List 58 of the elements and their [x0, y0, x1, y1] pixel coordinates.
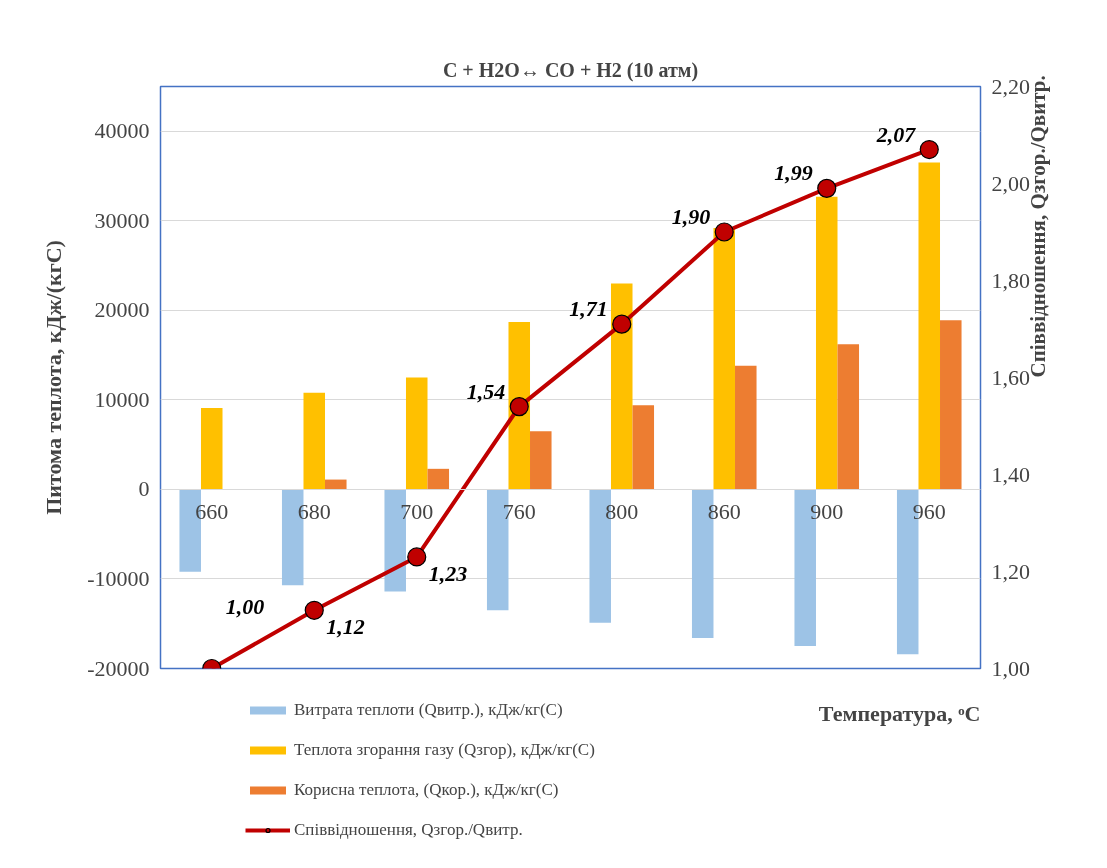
x-tick-label: 680 — [297, 499, 331, 525]
bar — [918, 162, 941, 490]
bar — [940, 320, 962, 490]
y2-tick-label: 1,20 — [991, 558, 1030, 584]
x-tick-label: 900 — [810, 499, 844, 525]
bar — [427, 468, 450, 490]
bar — [837, 344, 860, 490]
data-label: 1,90 — [671, 204, 711, 229]
point — [407, 547, 427, 567]
point — [817, 178, 837, 198]
point — [612, 314, 632, 334]
y2-tick-label: 1,00 — [991, 655, 1030, 681]
y-tick-label: 20000 — [94, 297, 150, 323]
x-tick-label: 800 — [605, 499, 639, 525]
bar — [713, 227, 736, 490]
bar — [325, 479, 347, 490]
bar — [303, 392, 326, 490]
y-tick-label: -10000 — [87, 565, 150, 591]
bar — [610, 283, 633, 490]
legend-label: Теплота згорання газу (Qзгор), кДж/кг(С) — [294, 740, 595, 760]
y-tick-label: 0 — [138, 476, 150, 502]
data-label: 1,00 — [225, 593, 265, 619]
x-tick-label: 960 — [912, 499, 946, 525]
bar — [405, 377, 428, 490]
y-tick-label: 40000 — [94, 118, 150, 144]
bar — [815, 196, 838, 490]
bar — [508, 321, 531, 490]
data-label: 1,23 — [428, 560, 468, 586]
legend-label: Співвідношення, Qзгор./Qвитр. — [294, 820, 523, 840]
point — [509, 397, 529, 417]
data-label: 1,71 — [569, 296, 608, 322]
legend-label: Корисна теплота, (Qкор.), кДж/кг(С) — [294, 780, 559, 800]
data-label: 2,07 — [875, 121, 917, 147]
point — [919, 139, 939, 160]
bar — [200, 407, 223, 490]
legend-label: Витрата теплоти (Qвитр.), кДж/кг(С) — [294, 700, 563, 720]
x-tick-label: 760 — [502, 499, 536, 525]
data-label: 1,99 — [774, 160, 813, 186]
point — [714, 222, 734, 242]
y-tick-label: -20000 — [87, 655, 150, 681]
point — [304, 600, 324, 620]
y-axis-title: Питома теплота, кДж/(кгС) — [41, 240, 67, 515]
y-tick-label: 10000 — [94, 386, 150, 412]
data-label: 1,12 — [326, 614, 365, 640]
bar — [735, 365, 757, 490]
bar — [530, 431, 552, 490]
x-tick-label: 660 — [195, 499, 229, 525]
x-tick-label: 860 — [707, 499, 741, 525]
x-tick-label: 700 — [400, 499, 434, 525]
y-tick-label: 30000 — [94, 207, 150, 233]
y2-tick-label: 2,20 — [991, 73, 1030, 99]
data-label: 1,54 — [466, 378, 506, 404]
y2-tick-label: 2,00 — [991, 170, 1030, 196]
bar — [632, 405, 655, 490]
y2-tick-label: 1,40 — [991, 461, 1030, 487]
chart-title: C + H2O↔ CO + H2 (10 атм) — [442, 58, 699, 82]
x-axis-title: Температура, ᵒC — [818, 700, 981, 726]
y2-tick-label: 1,80 — [991, 267, 1030, 293]
